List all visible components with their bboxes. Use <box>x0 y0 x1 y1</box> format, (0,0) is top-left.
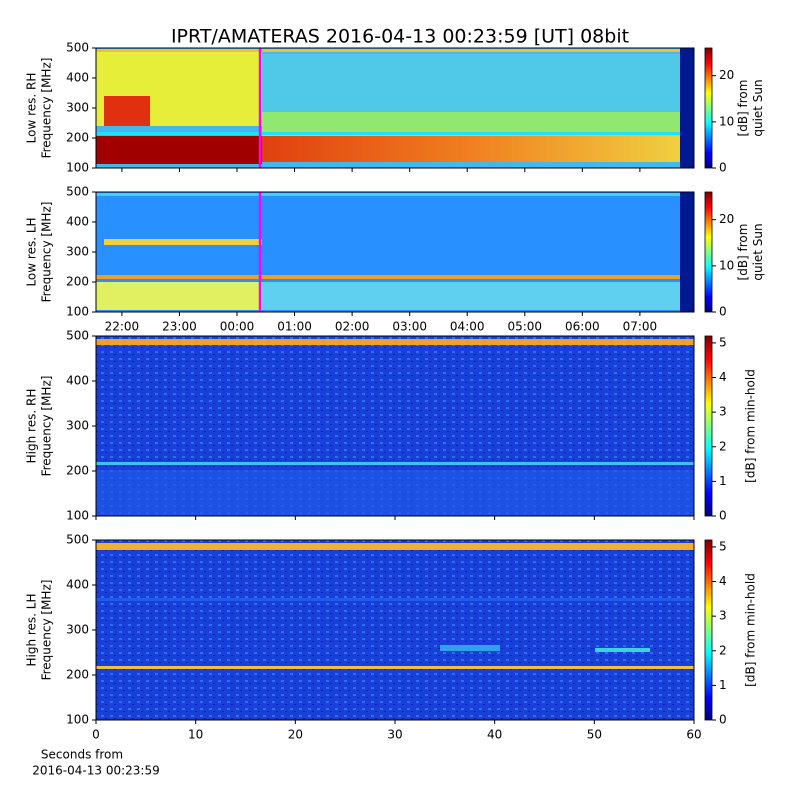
colorbar-label: [dB] from min-hold <box>744 369 758 483</box>
y-tick-label: 400 <box>66 71 89 85</box>
y-axis-label: Frequency [MHz] <box>40 376 54 477</box>
spectrogram-image <box>96 540 694 720</box>
x-axis-label: 2016-04-13 00:23:59 <box>32 764 159 778</box>
spectrogram-image <box>96 48 694 168</box>
colorbar-label: quiet Sun <box>751 79 765 136</box>
colorbar-label: quiet Sun <box>751 223 765 280</box>
y-tick-label: 200 <box>66 668 89 682</box>
colorbar-tick-label: 4 <box>719 370 727 384</box>
x-tick-label: 03:00 <box>392 320 427 334</box>
colorbar-tick-label: 20 <box>719 68 734 82</box>
chart-title: IPRT/AMATERAS 2016-04-13 00:23:59 [UT] 0… <box>171 26 629 48</box>
y-tick-label: 200 <box>66 131 89 145</box>
colorbar <box>704 335 713 517</box>
x-tick-label: 60 <box>686 728 701 742</box>
colorbar-tick-label: 3 <box>719 609 727 623</box>
x-tick-label: 23:00 <box>162 320 197 334</box>
y-axis-label: Frequency [MHz] <box>40 58 54 159</box>
y-tick-label: 500 <box>66 41 89 55</box>
x-tick-label: 07:00 <box>623 320 658 334</box>
colorbar-tick-label: 3 <box>719 405 727 419</box>
colorbar-tick-label: 0 <box>719 509 727 523</box>
colorbar-label: [dB] from <box>736 224 750 281</box>
colorbar <box>704 47 713 169</box>
y-tick-label: 500 <box>66 533 89 547</box>
y-tick-label: 400 <box>66 578 89 592</box>
y-axis-label: Low res. LH <box>25 217 39 286</box>
y-tick-label: 400 <box>66 215 89 229</box>
colorbar <box>704 539 713 721</box>
y-tick-label: 200 <box>66 275 89 289</box>
colorbar-tick-label: 10 <box>719 114 734 128</box>
colorbar-tick-label: 2 <box>719 439 727 453</box>
y-axis-label: High res. RH <box>25 389 39 464</box>
y-tick-label: 300 <box>66 419 89 433</box>
y-axis-label: Frequency [MHz] <box>40 202 54 303</box>
x-tick-label: 00:00 <box>220 320 255 334</box>
x-tick-label: 04:00 <box>450 320 485 334</box>
colorbar-tick-label: 5 <box>719 335 727 349</box>
y-tick-label: 300 <box>66 101 89 115</box>
y-tick-label: 100 <box>66 305 89 319</box>
x-tick-label: 22:00 <box>105 320 140 334</box>
y-tick-label: 200 <box>66 464 89 478</box>
y-tick-label: 500 <box>66 329 89 343</box>
colorbar-tick-label: 0 <box>719 713 727 727</box>
y-tick-label: 300 <box>66 623 89 637</box>
spectrogram-image <box>96 192 694 312</box>
spectrogram-image <box>96 336 694 516</box>
x-tick-label: 30 <box>387 728 402 742</box>
colorbar-tick-label: 1 <box>719 474 727 488</box>
x-tick-label: 10 <box>188 728 203 742</box>
colorbar-label: [dB] from min-hold <box>744 573 758 687</box>
x-tick-label: 01:00 <box>277 320 312 334</box>
colorbar-tick-label: 2 <box>719 643 727 657</box>
x-tick-label: 05:00 <box>507 320 542 334</box>
x-tick-label: 0 <box>92 728 100 742</box>
y-tick-label: 100 <box>66 509 89 523</box>
colorbar-tick-label: 5 <box>719 539 727 553</box>
y-tick-label: 100 <box>66 161 89 175</box>
x-tick-label: 06:00 <box>565 320 600 334</box>
x-tick-label: 02:00 <box>335 320 370 334</box>
y-axis-label: Low res. RH <box>25 73 39 144</box>
colorbar <box>704 191 713 313</box>
x-axis-label: Seconds from <box>41 748 123 762</box>
y-axis-label: High res. LH <box>25 593 39 666</box>
colorbar-tick-label: 1 <box>719 678 727 692</box>
x-tick-label: 20 <box>288 728 303 742</box>
y-tick-label: 400 <box>66 374 89 388</box>
x-tick-label: 50 <box>587 728 602 742</box>
y-tick-label: 300 <box>66 245 89 259</box>
y-axis-label: Frequency [MHz] <box>40 580 54 681</box>
x-tick-label: 40 <box>487 728 502 742</box>
colorbar-label: [dB] from <box>736 80 750 137</box>
colorbar-tick-label: 4 <box>719 574 727 588</box>
colorbar-tick-label: 0 <box>719 305 727 319</box>
colorbar-tick-label: 10 <box>719 258 734 272</box>
y-tick-label: 100 <box>66 713 89 727</box>
y-tick-label: 500 <box>66 185 89 199</box>
colorbar-tick-label: 20 <box>719 212 734 226</box>
colorbar-tick-label: 0 <box>719 161 727 175</box>
